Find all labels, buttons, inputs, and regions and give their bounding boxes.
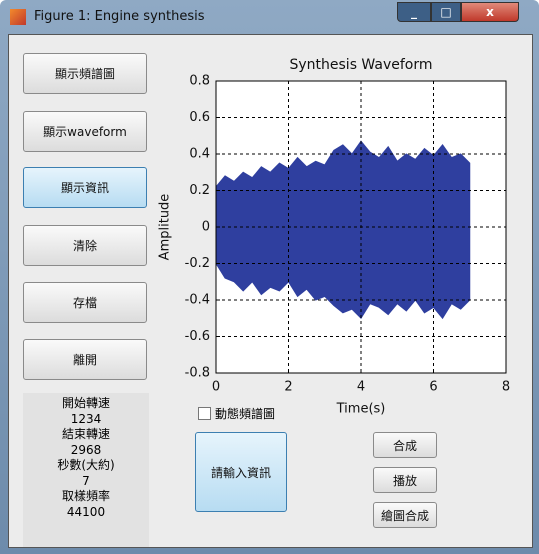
- plot-border: [215, 80, 507, 374]
- y-tick-label: 0: [202, 220, 210, 235]
- info-value: 1234: [70, 411, 102, 426]
- info-value: 2968: [70, 442, 102, 457]
- side-button[interactable]: 顯示頻譜圖: [23, 53, 147, 94]
- side-button[interactable]: 離開: [23, 339, 147, 380]
- app-icon: [10, 9, 26, 25]
- info-value: 7: [82, 473, 90, 488]
- close-button[interactable]: x: [461, 2, 519, 22]
- x-tick-label: 2: [284, 380, 292, 395]
- input-button[interactable]: 請輸入資訊: [195, 432, 287, 512]
- y-tick-label: 0.6: [189, 110, 210, 125]
- side-button[interactable]: 顯示資訊: [23, 167, 147, 208]
- info-label: 取樣頻率: [61, 489, 110, 503]
- y-tick-label: -0.8: [185, 366, 210, 381]
- info-label: 結束轉速: [61, 427, 110, 441]
- info-label: 開始轉速: [61, 396, 110, 410]
- waveform-area: [215, 140, 471, 228]
- action-button[interactable]: 合成: [373, 432, 437, 458]
- chart-title: Synthesis Waveform: [289, 57, 432, 73]
- figure-body: 開始轉速 1234 結束轉速 2968 秒數(大約) 7 取樣頻率 44100 動態頻譜圖 請…: [8, 34, 533, 548]
- info-value: 44100: [66, 504, 106, 519]
- y-tick-label: 0.8: [189, 74, 210, 89]
- action-button[interactable]: 播放: [373, 467, 437, 493]
- side-button[interactable]: 清除: [23, 225, 147, 266]
- y-tick-label: -0.2: [185, 256, 210, 271]
- waveform-area: [215, 226, 471, 320]
- y-tick-label: 0.2: [189, 183, 210, 198]
- chart: Synthesis Waveform Time(s) Amplitude 0 2 4 6 8 -…: [158, 57, 511, 417]
- side-button[interactable]: 存檔: [23, 282, 147, 323]
- y-axis-label: Amplitude: [158, 194, 173, 261]
- side-button[interactable]: 顯示waveform: [23, 111, 147, 152]
- x-tick-label: 8: [502, 380, 510, 395]
- minimize-button[interactable]: _: [397, 2, 431, 22]
- y-tick-label: -0.4: [185, 293, 210, 308]
- maximize-button[interactable]: □: [431, 2, 461, 22]
- title-bar: Figure 1: Engine synthesis _ □ x: [0, 0, 539, 34]
- window-title: Figure 1: Engine synthesis: [34, 9, 205, 24]
- x-tick-label: 0: [212, 380, 220, 395]
- checkbox[interactable]: 動態頻譜圖: [198, 405, 275, 422]
- info-label: 秒數(大約): [57, 458, 115, 472]
- window-controls: _ □ x: [397, 2, 527, 22]
- x-tick-label: 4: [357, 380, 365, 395]
- y-tick-label: -0.6: [185, 329, 210, 344]
- info-panel: 開始轉速 1234 結束轉速 2968 秒數(大約) 7 取樣頻率 44100: [23, 393, 149, 547]
- x-tick-label: 6: [429, 380, 437, 395]
- x-axis-label: Time(s): [336, 402, 386, 417]
- action-button[interactable]: 繪圖合成: [373, 502, 437, 528]
- checkbox-label: 動態頻譜圖: [215, 407, 276, 421]
- checkbox-box[interactable]: [198, 407, 211, 420]
- y-tick-label: 0.4: [189, 147, 210, 162]
